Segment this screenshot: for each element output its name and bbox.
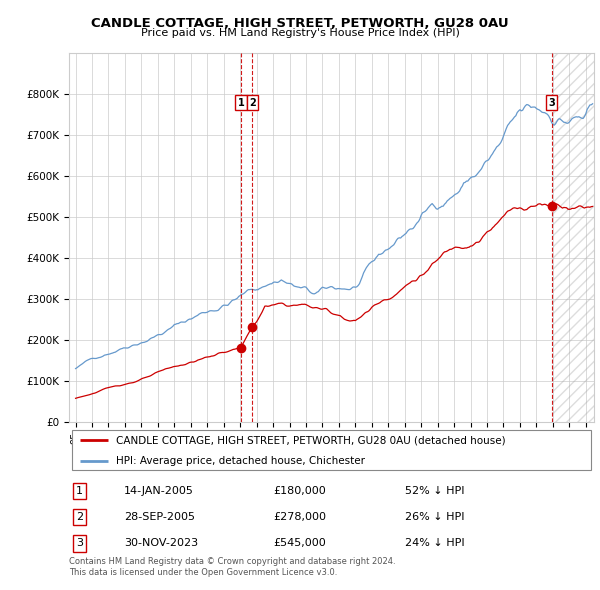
Text: 3: 3 [548,98,555,108]
Text: 2: 2 [76,512,83,522]
Text: 52% ↓ HPI: 52% ↓ HPI [405,486,464,496]
Text: 24% ↓ HPI: 24% ↓ HPI [405,539,464,549]
Text: 1: 1 [76,486,83,496]
Text: 3: 3 [76,539,83,549]
Text: HPI: Average price, detached house, Chichester: HPI: Average price, detached house, Chic… [116,456,365,466]
Text: 1: 1 [238,98,244,108]
Text: CANDLE COTTAGE, HIGH STREET, PETWORTH, GU28 0AU: CANDLE COTTAGE, HIGH STREET, PETWORTH, G… [91,17,509,30]
Text: £278,000: £278,000 [274,512,327,522]
Text: £180,000: £180,000 [274,486,326,496]
Text: 28-SEP-2005: 28-SEP-2005 [124,512,195,522]
Text: This data is licensed under the Open Government Licence v3.0.: This data is licensed under the Open Gov… [69,568,337,576]
Text: Price paid vs. HM Land Registry's House Price Index (HPI): Price paid vs. HM Land Registry's House … [140,28,460,38]
Text: 2: 2 [249,98,256,108]
Text: CANDLE COTTAGE, HIGH STREET, PETWORTH, GU28 0AU (detached house): CANDLE COTTAGE, HIGH STREET, PETWORTH, G… [116,435,506,445]
Text: Contains HM Land Registry data © Crown copyright and database right 2024.: Contains HM Land Registry data © Crown c… [69,557,395,566]
Text: 30-NOV-2023: 30-NOV-2023 [124,539,198,549]
Text: 26% ↓ HPI: 26% ↓ HPI [405,512,464,522]
Text: £545,000: £545,000 [274,539,326,549]
Text: 14-JAN-2005: 14-JAN-2005 [124,486,194,496]
FancyBboxPatch shape [71,430,592,470]
